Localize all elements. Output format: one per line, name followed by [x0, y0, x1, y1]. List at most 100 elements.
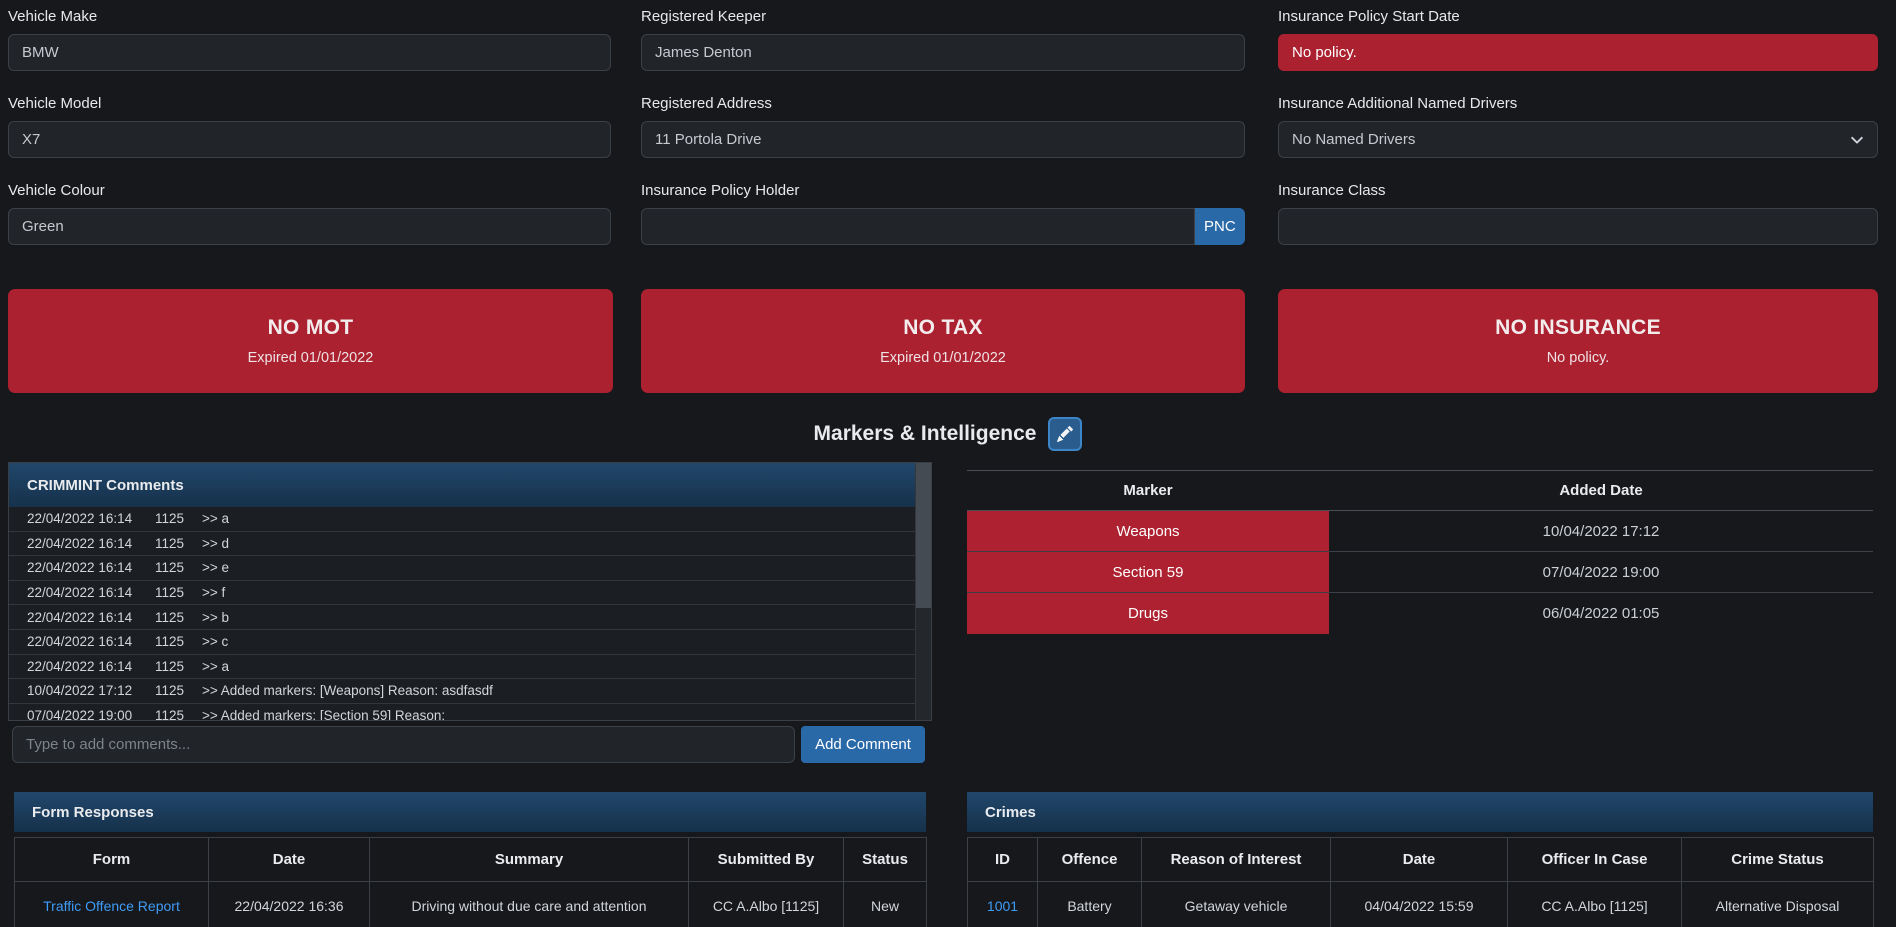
comment-date: 22/04/2022 16:14	[27, 535, 133, 551]
vehicle-make-label: Vehicle Make	[8, 8, 98, 25]
comment-officer-id: 1125	[155, 535, 185, 551]
crimmint-comments-list: 22/04/2022 16:14 1125 >> a 22/04/2022 16…	[9, 507, 915, 720]
crime-id-link[interactable]: 1001	[986, 897, 1019, 914]
crime-status-column-header: Crime Status	[1681, 837, 1874, 882]
add-comment-input[interactable]	[12, 726, 795, 763]
comment-officer-id: 1125	[155, 634, 185, 650]
add-comment-button[interactable]: Add Comment	[801, 726, 925, 763]
form-response-submitted-by: CC A.Albo [1125]	[688, 881, 844, 927]
comment-officer-id: 1125	[155, 609, 185, 625]
status-column-header: Status	[843, 837, 927, 882]
registered-address-input[interactable]	[641, 121, 1245, 158]
crimes-table: ID Offence Reason of Interest Date Offic…	[967, 837, 1874, 927]
comment-text: >> e	[202, 560, 230, 576]
marker-added-date: 06/04/2022 01:05	[1329, 592, 1873, 634]
marker-row: Weapons 10/04/2022 17:12	[967, 510, 1873, 552]
crimmint-comments-panel: CRIMMINT Comments 22/04/2022 16:14 1125 …	[8, 462, 932, 721]
form-responses-table: Form Date Summary Submitted By Status Tr…	[14, 837, 927, 927]
markers-intelligence-title: Markers & Intelligence	[813, 422, 1037, 445]
no-tax-subtitle: Expired 01/01/2022	[880, 350, 1006, 366]
comment-officer-id: 1125	[155, 658, 185, 674]
vehicle-colour-input[interactable]	[8, 208, 611, 245]
crimes-header: Crimes	[967, 792, 1873, 832]
comment-date: 22/04/2022 16:14	[27, 585, 133, 601]
named-drivers-selected-value: No Named Drivers	[1292, 131, 1416, 148]
no-mot-banner: NO MOT Expired 01/01/2022	[8, 289, 613, 393]
named-drivers-select[interactable]: No Named Drivers	[1278, 121, 1878, 158]
comment-text: >> b	[202, 609, 230, 625]
crime-reason: Getaway vehicle	[1141, 881, 1331, 927]
registered-keeper-label: Registered Keeper	[641, 8, 767, 25]
form-response-row: Traffic Offence Report 22/04/2022 16:36 …	[14, 881, 927, 927]
crime-row: 1001 Battery Getaway vehicle 04/04/2022 …	[967, 881, 1874, 927]
markers-intelligence-heading: Markers & Intelligence	[0, 414, 1896, 454]
comment-officer-id: 1125	[155, 585, 185, 601]
reason-column-header: Reason of Interest	[1141, 837, 1331, 882]
no-mot-title: NO MOT	[267, 316, 354, 339]
no-tax-banner: NO TAX Expired 01/01/2022	[641, 289, 1245, 393]
crime-date: 04/04/2022 15:59	[1330, 881, 1508, 927]
crime-id-column-header: ID	[967, 837, 1038, 882]
offence-column-header: Offence	[1037, 837, 1142, 882]
crimmint-comments-header: CRIMMINT Comments	[9, 463, 915, 507]
crimmint-comment-row: 22/04/2022 16:14 1125 >> b	[9, 605, 915, 630]
no-insurance-subtitle: No policy.	[1546, 350, 1610, 366]
submitted-by-column-header: Submitted By	[688, 837, 844, 882]
markers-table: Marker Added Date Weapons 10/04/2022 17:…	[967, 470, 1873, 634]
comments-scrollbar[interactable]	[915, 463, 931, 720]
comment-officer-id: 1125	[155, 511, 185, 527]
no-insurance-title: NO INSURANCE	[1495, 316, 1661, 339]
insurance-policy-holder-label: Insurance Policy Holder	[641, 182, 800, 199]
comment-officer-id: 1125	[155, 708, 185, 720]
crimmint-comment-row: 10/04/2022 17:12 1125 >> Added markers: …	[9, 679, 915, 704]
edit-markers-button[interactable]	[1048, 417, 1083, 451]
insurance-start-date-alert: No policy.	[1278, 34, 1878, 71]
crime-date-column-header: Date	[1330, 837, 1508, 882]
pnc-button[interactable]: PNC	[1194, 208, 1245, 245]
marker-badge: Section 59	[967, 551, 1329, 593]
vehicle-model-input[interactable]	[8, 121, 611, 158]
comment-date: 22/04/2022 16:14	[27, 511, 133, 527]
comment-date: 22/04/2022 16:14	[27, 609, 133, 625]
comments-scrollbar-thumb[interactable]	[916, 463, 931, 608]
crimmint-comment-row: 22/04/2022 16:14 1125 >> a	[9, 655, 915, 680]
registered-keeper-input[interactable]	[641, 34, 1245, 71]
vehicle-colour-label: Vehicle Colour	[8, 182, 105, 199]
comment-date: 22/04/2022 16:14	[27, 560, 133, 576]
date-column-header: Date	[208, 837, 370, 882]
crimmint-comment-row: 22/04/2022 16:14 1125 >> a	[9, 507, 915, 532]
comment-text: >> d	[202, 535, 230, 551]
registered-address-label: Registered Address	[641, 95, 772, 112]
crimmint-comment-row: 07/04/2022 19:00 1125 >> Added markers: …	[9, 704, 915, 720]
marker-column-header: Marker	[967, 470, 1329, 511]
markers-table-header-row: Marker Added Date	[967, 470, 1873, 511]
pencil-icon	[1057, 426, 1074, 442]
vehicle-make-input[interactable]	[8, 34, 611, 71]
insurance-policy-holder-input[interactable]	[641, 208, 1195, 245]
added-date-column-header: Added Date	[1329, 470, 1873, 511]
comment-date: 07/04/2022 19:00	[27, 708, 133, 720]
marker-added-date: 10/04/2022 17:12	[1542, 522, 1660, 540]
form-responses-header-row: Form Date Summary Submitted By Status	[14, 837, 927, 882]
insurance-class-input[interactable]	[1278, 208, 1878, 245]
comment-text: >> Added markers: [Weapons] Reason: asdf…	[202, 683, 493, 699]
form-response-link[interactable]: Traffic Offence Report	[43, 897, 180, 914]
form-response-summary: Driving without due care and attention	[369, 881, 689, 927]
form-response-status: New	[843, 881, 927, 927]
marker-row: Section 59 07/04/2022 19:00	[967, 551, 1873, 593]
form-responses-header: Form Responses	[14, 792, 926, 832]
comment-date: 10/04/2022 17:12	[27, 683, 133, 699]
crimmint-comment-row: 22/04/2022 16:14 1125 >> f	[9, 581, 915, 606]
crimes-panel: Crimes ID Offence Reason of Interest Dat…	[967, 792, 1874, 927]
marker-row: Drugs 06/04/2022 01:05	[967, 592, 1873, 634]
named-drivers-label: Insurance Additional Named Drivers	[1278, 95, 1518, 112]
no-mot-subtitle: Expired 01/01/2022	[247, 350, 374, 366]
marker-badge: Drugs	[967, 592, 1329, 634]
crimmint-comment-row: 22/04/2022 16:14 1125 >> e	[9, 556, 915, 581]
comment-date: 22/04/2022 16:14	[27, 658, 133, 674]
chevron-down-icon	[1851, 136, 1863, 144]
form-column-header: Form	[14, 837, 209, 882]
comment-officer-id: 1125	[155, 560, 185, 576]
crimmint-comment-row: 22/04/2022 16:14 1125 >> d	[9, 532, 915, 557]
